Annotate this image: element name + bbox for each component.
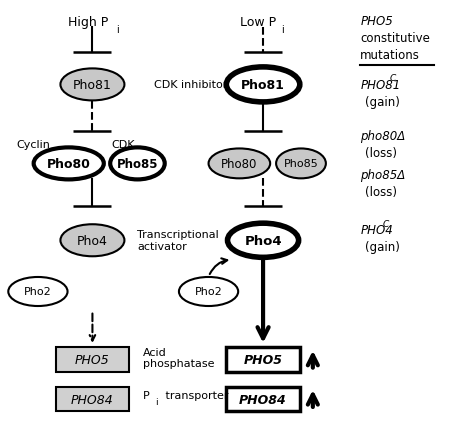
Text: PHO5: PHO5 (244, 354, 283, 366)
Text: Pho4: Pho4 (244, 234, 282, 247)
Text: PHO84: PHO84 (239, 393, 287, 406)
Text: pho85Δ: pho85Δ (360, 168, 405, 181)
Text: Pho80: Pho80 (47, 158, 91, 170)
Ellipse shape (227, 68, 300, 103)
Text: Cyclin: Cyclin (17, 140, 50, 150)
Text: Pho2: Pho2 (195, 287, 222, 297)
Text: Pho85: Pho85 (283, 159, 319, 169)
Text: transporter: transporter (162, 390, 228, 400)
Text: CDK inhibitor: CDK inhibitor (154, 80, 228, 90)
Ellipse shape (110, 148, 165, 180)
Text: PHO4: PHO4 (360, 224, 393, 236)
Bar (227, 387, 300, 412)
Text: C: C (383, 219, 389, 228)
Text: Transcriptional
activator: Transcriptional activator (137, 230, 219, 251)
Ellipse shape (61, 69, 124, 101)
Ellipse shape (9, 277, 67, 306)
Ellipse shape (34, 148, 104, 180)
Text: Pho81: Pho81 (73, 79, 112, 92)
Ellipse shape (209, 149, 270, 179)
Text: i: i (282, 25, 284, 35)
Text: Pho80: Pho80 (221, 158, 257, 170)
Text: Pho85: Pho85 (117, 158, 158, 170)
Text: Acid
phosphatase: Acid phosphatase (143, 347, 215, 368)
Text: (loss): (loss) (365, 147, 397, 160)
Text: pho80Δ: pho80Δ (360, 130, 405, 143)
Text: i: i (155, 397, 158, 406)
Text: PHO84: PHO84 (71, 393, 114, 406)
Bar (56, 348, 129, 372)
Ellipse shape (228, 224, 299, 258)
Ellipse shape (276, 149, 326, 179)
Text: PHO81: PHO81 (360, 79, 401, 92)
Ellipse shape (179, 277, 238, 306)
Text: (gain): (gain) (365, 96, 400, 109)
Text: constitutive: constitutive (360, 32, 430, 45)
Bar (227, 348, 300, 372)
Text: (loss): (loss) (365, 185, 397, 198)
Text: (gain): (gain) (365, 241, 400, 253)
Bar (56, 387, 129, 412)
Text: CDK: CDK (111, 140, 135, 150)
Ellipse shape (61, 225, 124, 256)
Text: PHO5: PHO5 (75, 354, 110, 366)
Text: C: C (390, 74, 396, 83)
Text: mutations: mutations (360, 49, 420, 62)
Text: Pho2: Pho2 (24, 287, 52, 297)
Text: PHO5: PHO5 (360, 15, 393, 28)
Text: Pho81: Pho81 (241, 79, 285, 92)
Text: Pho4: Pho4 (77, 234, 108, 247)
Text: i: i (116, 25, 118, 35)
Text: P: P (143, 390, 150, 400)
Text: Low P: Low P (240, 16, 276, 29)
Text: High P: High P (68, 16, 108, 29)
